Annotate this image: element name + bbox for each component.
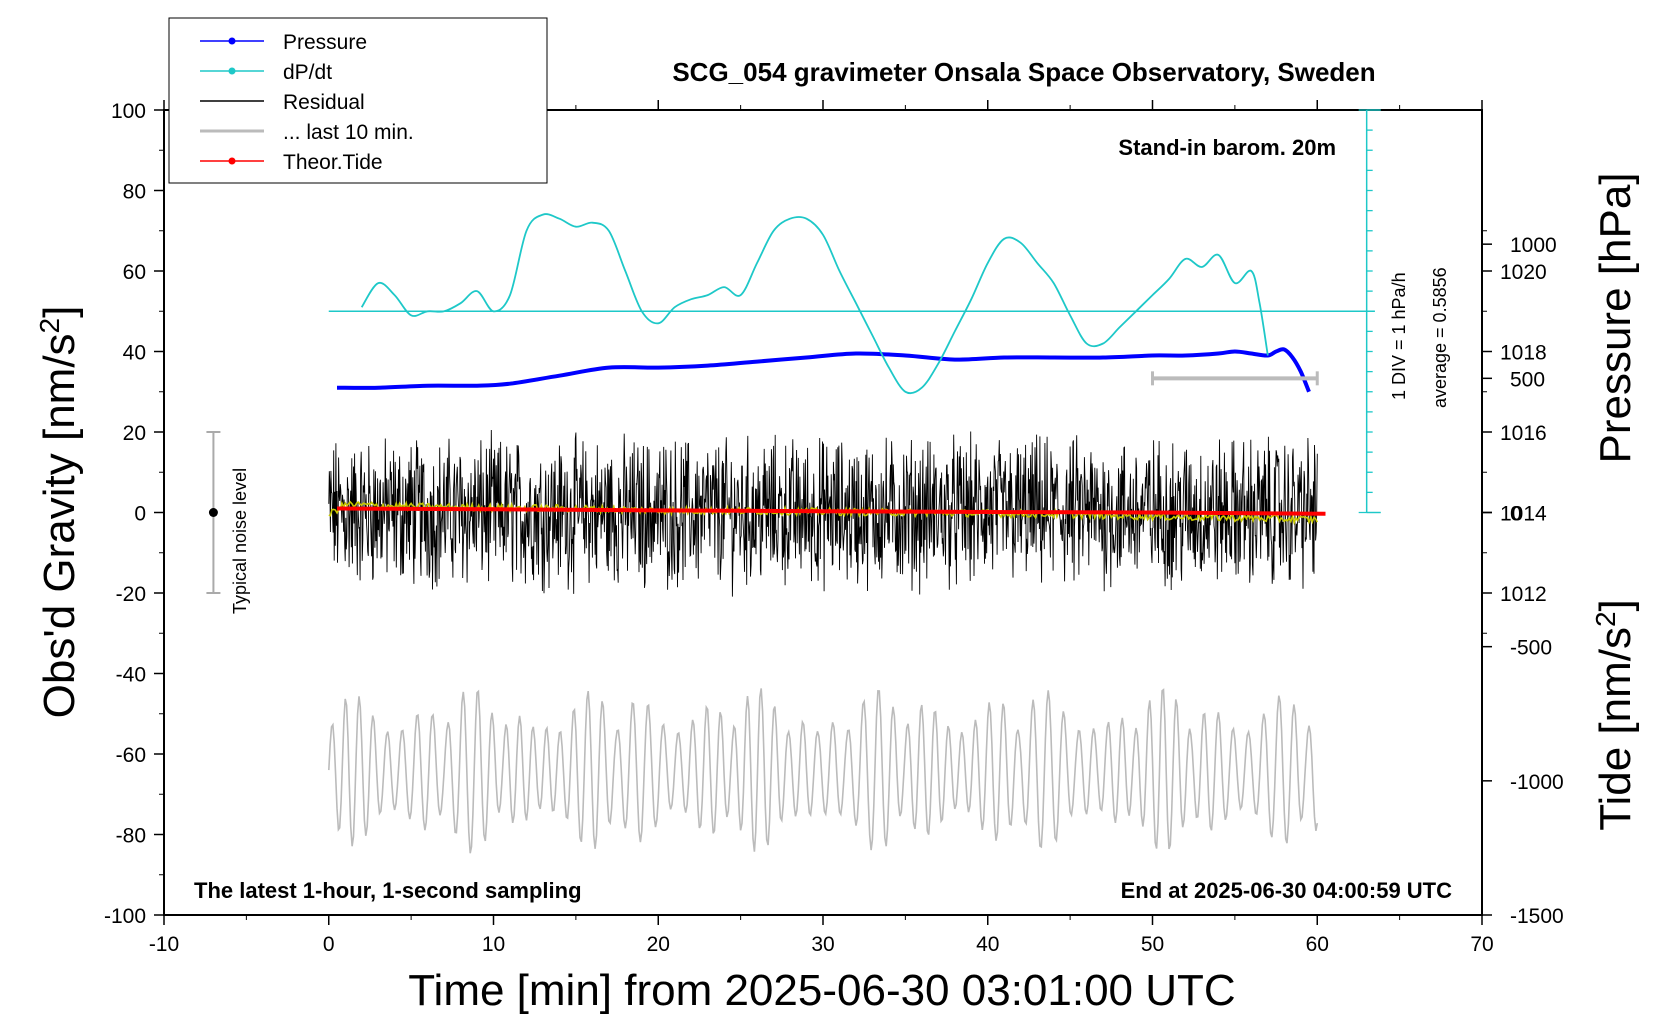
x-tick-label: 60 [1306, 933, 1329, 956]
chart-title: SCG_054 gravimeter Onsala Space Observat… [672, 57, 1375, 87]
legend-label: ... last 10 min. [283, 121, 414, 144]
y-axis-title-left: Obs'd Gravity [nm/s2] [34, 306, 85, 719]
x-tick-label: 40 [976, 933, 999, 956]
y-tick-labels-pressure: 1020 1018 1016 1014 1012 [1500, 261, 1547, 606]
legend-marker [228, 37, 236, 45]
y-pressure-tick-label: 1014 [1500, 503, 1547, 526]
y-left-tick-label: -60 [116, 744, 146, 767]
y-tide-tick-label: 500 [1510, 368, 1545, 391]
noise-level-dot [208, 508, 218, 517]
x-tick-labels: -10 0 10 20 30 40 50 60 70 [149, 933, 1494, 956]
y-left-tick-label: -40 [116, 664, 146, 687]
y-tick-labels-left: 100 80 60 40 20 0 -20 -40 -60 -80 -100 [104, 100, 146, 928]
y-left-tick-label: -100 [104, 905, 146, 928]
y-pressure-tick-label: 1018 [1500, 342, 1547, 365]
y-left-tick-label: -80 [116, 825, 146, 848]
x-tick-label: 70 [1470, 933, 1493, 956]
legend-marker [228, 157, 236, 165]
series-residual [328, 429, 1318, 597]
x-tick-label: -10 [149, 933, 179, 956]
decor-layer [206, 109, 1381, 594]
y-tide-tick-label: -500 [1510, 637, 1552, 660]
x-axis-title: Time [min] from 2025-06-30 03:01:00 UTC [408, 966, 1235, 1015]
y-left-tick-label: 40 [123, 342, 146, 365]
legend: Pressure dP/dt Residual ... last 10 min. The… [168, 17, 548, 184]
y-tide-tick-label: -1000 [1510, 771, 1564, 794]
scale-div-label: 1 DIV = 1 hPa/h [1389, 272, 1409, 400]
legend-label: Theor.Tide [283, 151, 383, 174]
series-dpdt [360, 213, 1269, 395]
series-theor-tide [336, 506, 1326, 516]
y-left-tick-label: 80 [123, 181, 146, 204]
y-tide-tick-label: -1500 [1510, 905, 1564, 928]
y-pressure-tick-label: 1012 [1500, 583, 1547, 606]
bottom-right-note: End at 2025-06-30 04:00:59 UTC [1121, 878, 1452, 903]
noise-label: Typical noise level [230, 468, 250, 614]
y-pressure-tick-label: 1016 [1500, 422, 1547, 445]
legend-label: Residual [283, 91, 365, 114]
series-layer [328, 213, 1326, 854]
x-tick-label: 30 [811, 933, 834, 956]
legend-items: Pressure dP/dt Residual ... last 10 min. The… [200, 31, 414, 174]
y-left-tick-label: 0 [134, 503, 146, 526]
legend-marker [228, 67, 236, 75]
y-axis-title-pressure: Pressure [hPa] [1591, 172, 1640, 463]
y-left-tick-label: -20 [116, 583, 146, 606]
y-left-tick-label: 60 [123, 261, 146, 284]
x-tick-label: 0 [323, 933, 335, 956]
y-pressure-tick-label: 1020 [1500, 261, 1547, 284]
x-tick-label: 10 [482, 933, 505, 956]
legend-label: Pressure [283, 31, 367, 54]
y-tick-labels-tide: 1000 500 0 -500 -1000 -1500 [1510, 234, 1564, 928]
y-left-tick-label: 100 [111, 100, 146, 123]
series-pressure [336, 347, 1311, 393]
y-axis-title-tide: Tide [nm/s2] [1590, 599, 1641, 831]
average-label: average = 0.5856 [1430, 267, 1450, 408]
y-tide-tick-label: 0 [1510, 503, 1522, 526]
y-left-tick-label: 20 [123, 422, 146, 445]
barometer-note: Stand-in barom. 20m [1118, 135, 1336, 160]
x-tick-label: 50 [1141, 933, 1164, 956]
x-tick-label: 20 [647, 933, 670, 956]
legend-label: dP/dt [283, 61, 332, 84]
bottom-left-note: The latest 1-hour, 1-second sampling [194, 878, 582, 903]
y-tide-tick-label: 1000 [1510, 234, 1557, 257]
series-last10 [328, 688, 1319, 854]
